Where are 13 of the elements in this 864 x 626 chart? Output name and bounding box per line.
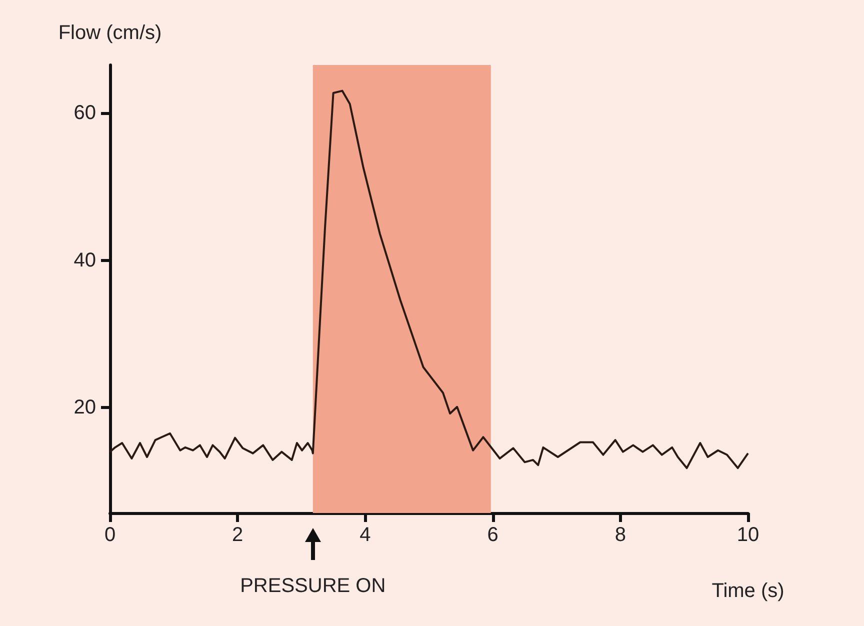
x-tick-label: 8	[614, 524, 626, 546]
x-axis-title: Time (s)	[712, 580, 784, 602]
y-tick-label: 20	[74, 396, 96, 419]
line-series	[109, 90, 749, 470]
y-tick-label: 60	[74, 102, 96, 124]
y-tick-label: 40	[74, 249, 96, 272]
x-tick-label: 4	[360, 524, 371, 546]
y-axis-title: Flow (cm/s)	[58, 22, 162, 44]
x-tick-label: 6	[487, 524, 498, 546]
x-tick-label: 0	[104, 524, 116, 546]
text: PRESSURE ON	[240, 575, 386, 598]
x-tick-label: 10	[736, 524, 760, 546]
x-tick-label: 2	[232, 524, 244, 546]
